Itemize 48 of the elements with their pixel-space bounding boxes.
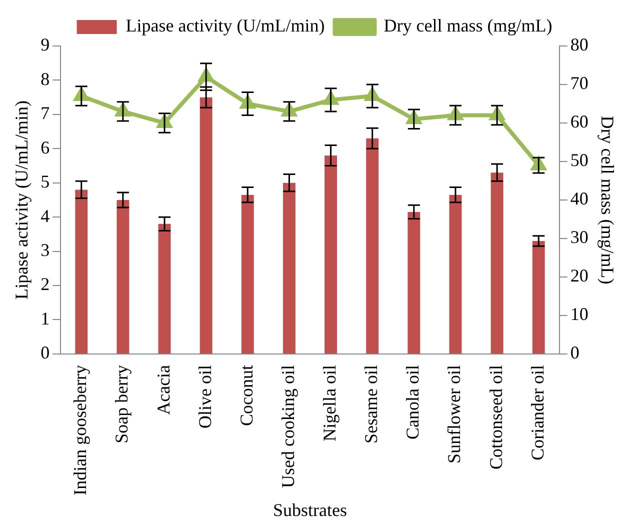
y2-tick-label: 80: [570, 34, 588, 55]
x-tick-label: Coriander oil: [527, 364, 548, 460]
bar: [282, 182, 296, 354]
bar: [324, 155, 338, 354]
y2-tick-label: 60: [570, 112, 588, 132]
y-tick-label: 5: [40, 172, 50, 192]
y-tick-label: 8: [40, 68, 50, 89]
x-tick-label: Nigella oil: [320, 364, 340, 442]
y2-tick-label: 30: [570, 227, 588, 248]
y-axis-title: Lipase activity (U/mL/min): [12, 100, 32, 300]
bar: [366, 138, 379, 354]
y-tick-label: 9: [40, 34, 50, 55]
bar: [490, 172, 504, 354]
bar: [116, 200, 130, 354]
y2-tick-label: 0: [570, 342, 580, 363]
bar: [200, 97, 212, 354]
x-tick-label: Sesame oil: [361, 364, 382, 444]
bar: [532, 241, 545, 354]
x-tick-label: Cottonseed oil: [486, 364, 506, 470]
bar: [75, 190, 88, 354]
bar: [449, 194, 462, 354]
y-tick-label: 3: [40, 240, 50, 260]
y-tick-label: 7: [40, 103, 50, 124]
bar: [241, 194, 254, 354]
x-tick-label: Sunflower oil: [444, 364, 464, 464]
y2-tick-label: 10: [570, 304, 588, 324]
y2-tick-label: 70: [570, 73, 588, 94]
bar: [408, 212, 420, 354]
x-tick-label: Indian gooseberry: [70, 364, 90, 496]
y-tick-label: 6: [40, 137, 50, 158]
x-tick-label: Canola oil: [402, 364, 423, 440]
y-tick-label: 1: [40, 308, 50, 328]
y-tick-label: 0: [40, 342, 50, 363]
x-tick-label: Acacia: [153, 364, 174, 415]
x-tick-label: Olive oil: [194, 364, 215, 428]
y2-tick-label: 50: [570, 150, 588, 170]
x-tick-label: Used cooking oil: [278, 364, 298, 488]
x-axis-title: Substrates: [273, 500, 347, 520]
y-tick-label: 4: [40, 206, 50, 226]
legend-label: Lipase activity (U/mL/min): [126, 16, 325, 36]
x-tick-label: Coconut: [236, 364, 256, 426]
y2-axis-title: Dry cell mass (mg/mL): [597, 116, 618, 284]
y-tick-label: 2: [40, 274, 50, 294]
y2-tick-label: 40: [570, 188, 588, 209]
legend-label: Dry cell mass (mg/mL): [384, 16, 552, 36]
x-tick-label: Soap berry: [112, 364, 132, 444]
bar: [158, 224, 171, 354]
y2-tick-label: 20: [570, 266, 588, 286]
